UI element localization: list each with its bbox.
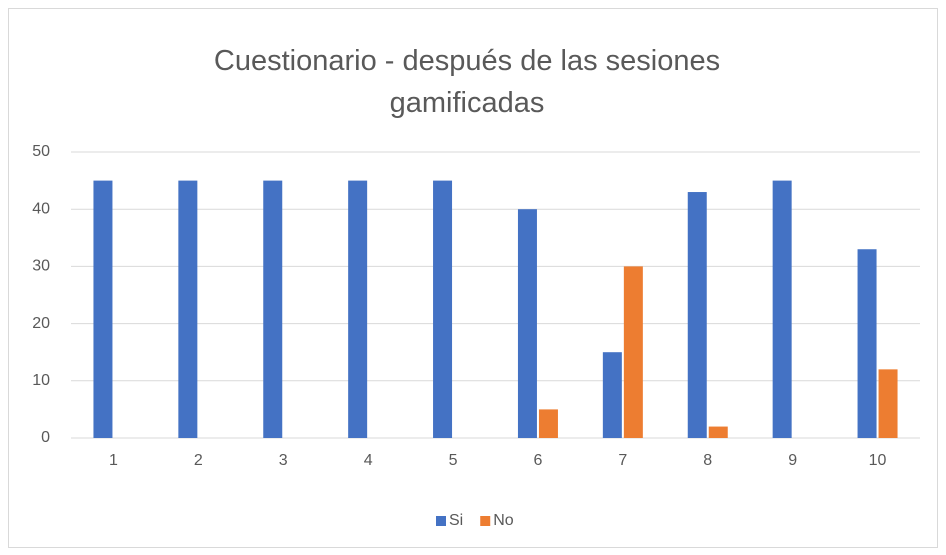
bar — [433, 180, 453, 438]
x-tick-label: 9 — [788, 452, 797, 469]
bar — [263, 180, 283, 438]
x-tick-label: 3 — [279, 452, 288, 469]
bar — [708, 426, 728, 438]
x-tick-label: 5 — [449, 452, 458, 469]
legend-swatch — [436, 516, 446, 526]
legend-swatch — [480, 516, 491, 526]
chart-title: Cuestionario - después de las sesiones g… — [213, 45, 721, 119]
x-tick-label: 6 — [533, 452, 542, 469]
x-tick-label: 8 — [703, 452, 712, 469]
y-tick-label: 40 — [32, 200, 50, 217]
legend-label: No — [493, 512, 514, 529]
bar — [623, 266, 643, 438]
bar — [348, 180, 368, 438]
bar — [538, 409, 558, 438]
x-tick-label: 4 — [364, 452, 373, 469]
bar — [687, 192, 707, 438]
y-tick-label: 10 — [32, 372, 50, 389]
bar — [178, 180, 198, 438]
bar — [517, 209, 537, 438]
legend-label: Si — [449, 512, 463, 529]
bar — [857, 249, 877, 438]
x-tick-label: 1 — [109, 452, 118, 469]
x-tick-label: 7 — [618, 452, 627, 469]
bar — [878, 369, 898, 438]
bar — [772, 180, 792, 438]
bar — [602, 352, 622, 438]
x-tick-label: 10 — [869, 452, 887, 469]
x-tick-label: 2 — [194, 452, 203, 469]
y-tick-label: 20 — [32, 315, 50, 332]
y-tick-label: 50 — [32, 143, 50, 160]
bar — [93, 180, 113, 438]
y-tick-label: 0 — [41, 429, 50, 446]
y-tick-label: 30 — [32, 258, 50, 275]
